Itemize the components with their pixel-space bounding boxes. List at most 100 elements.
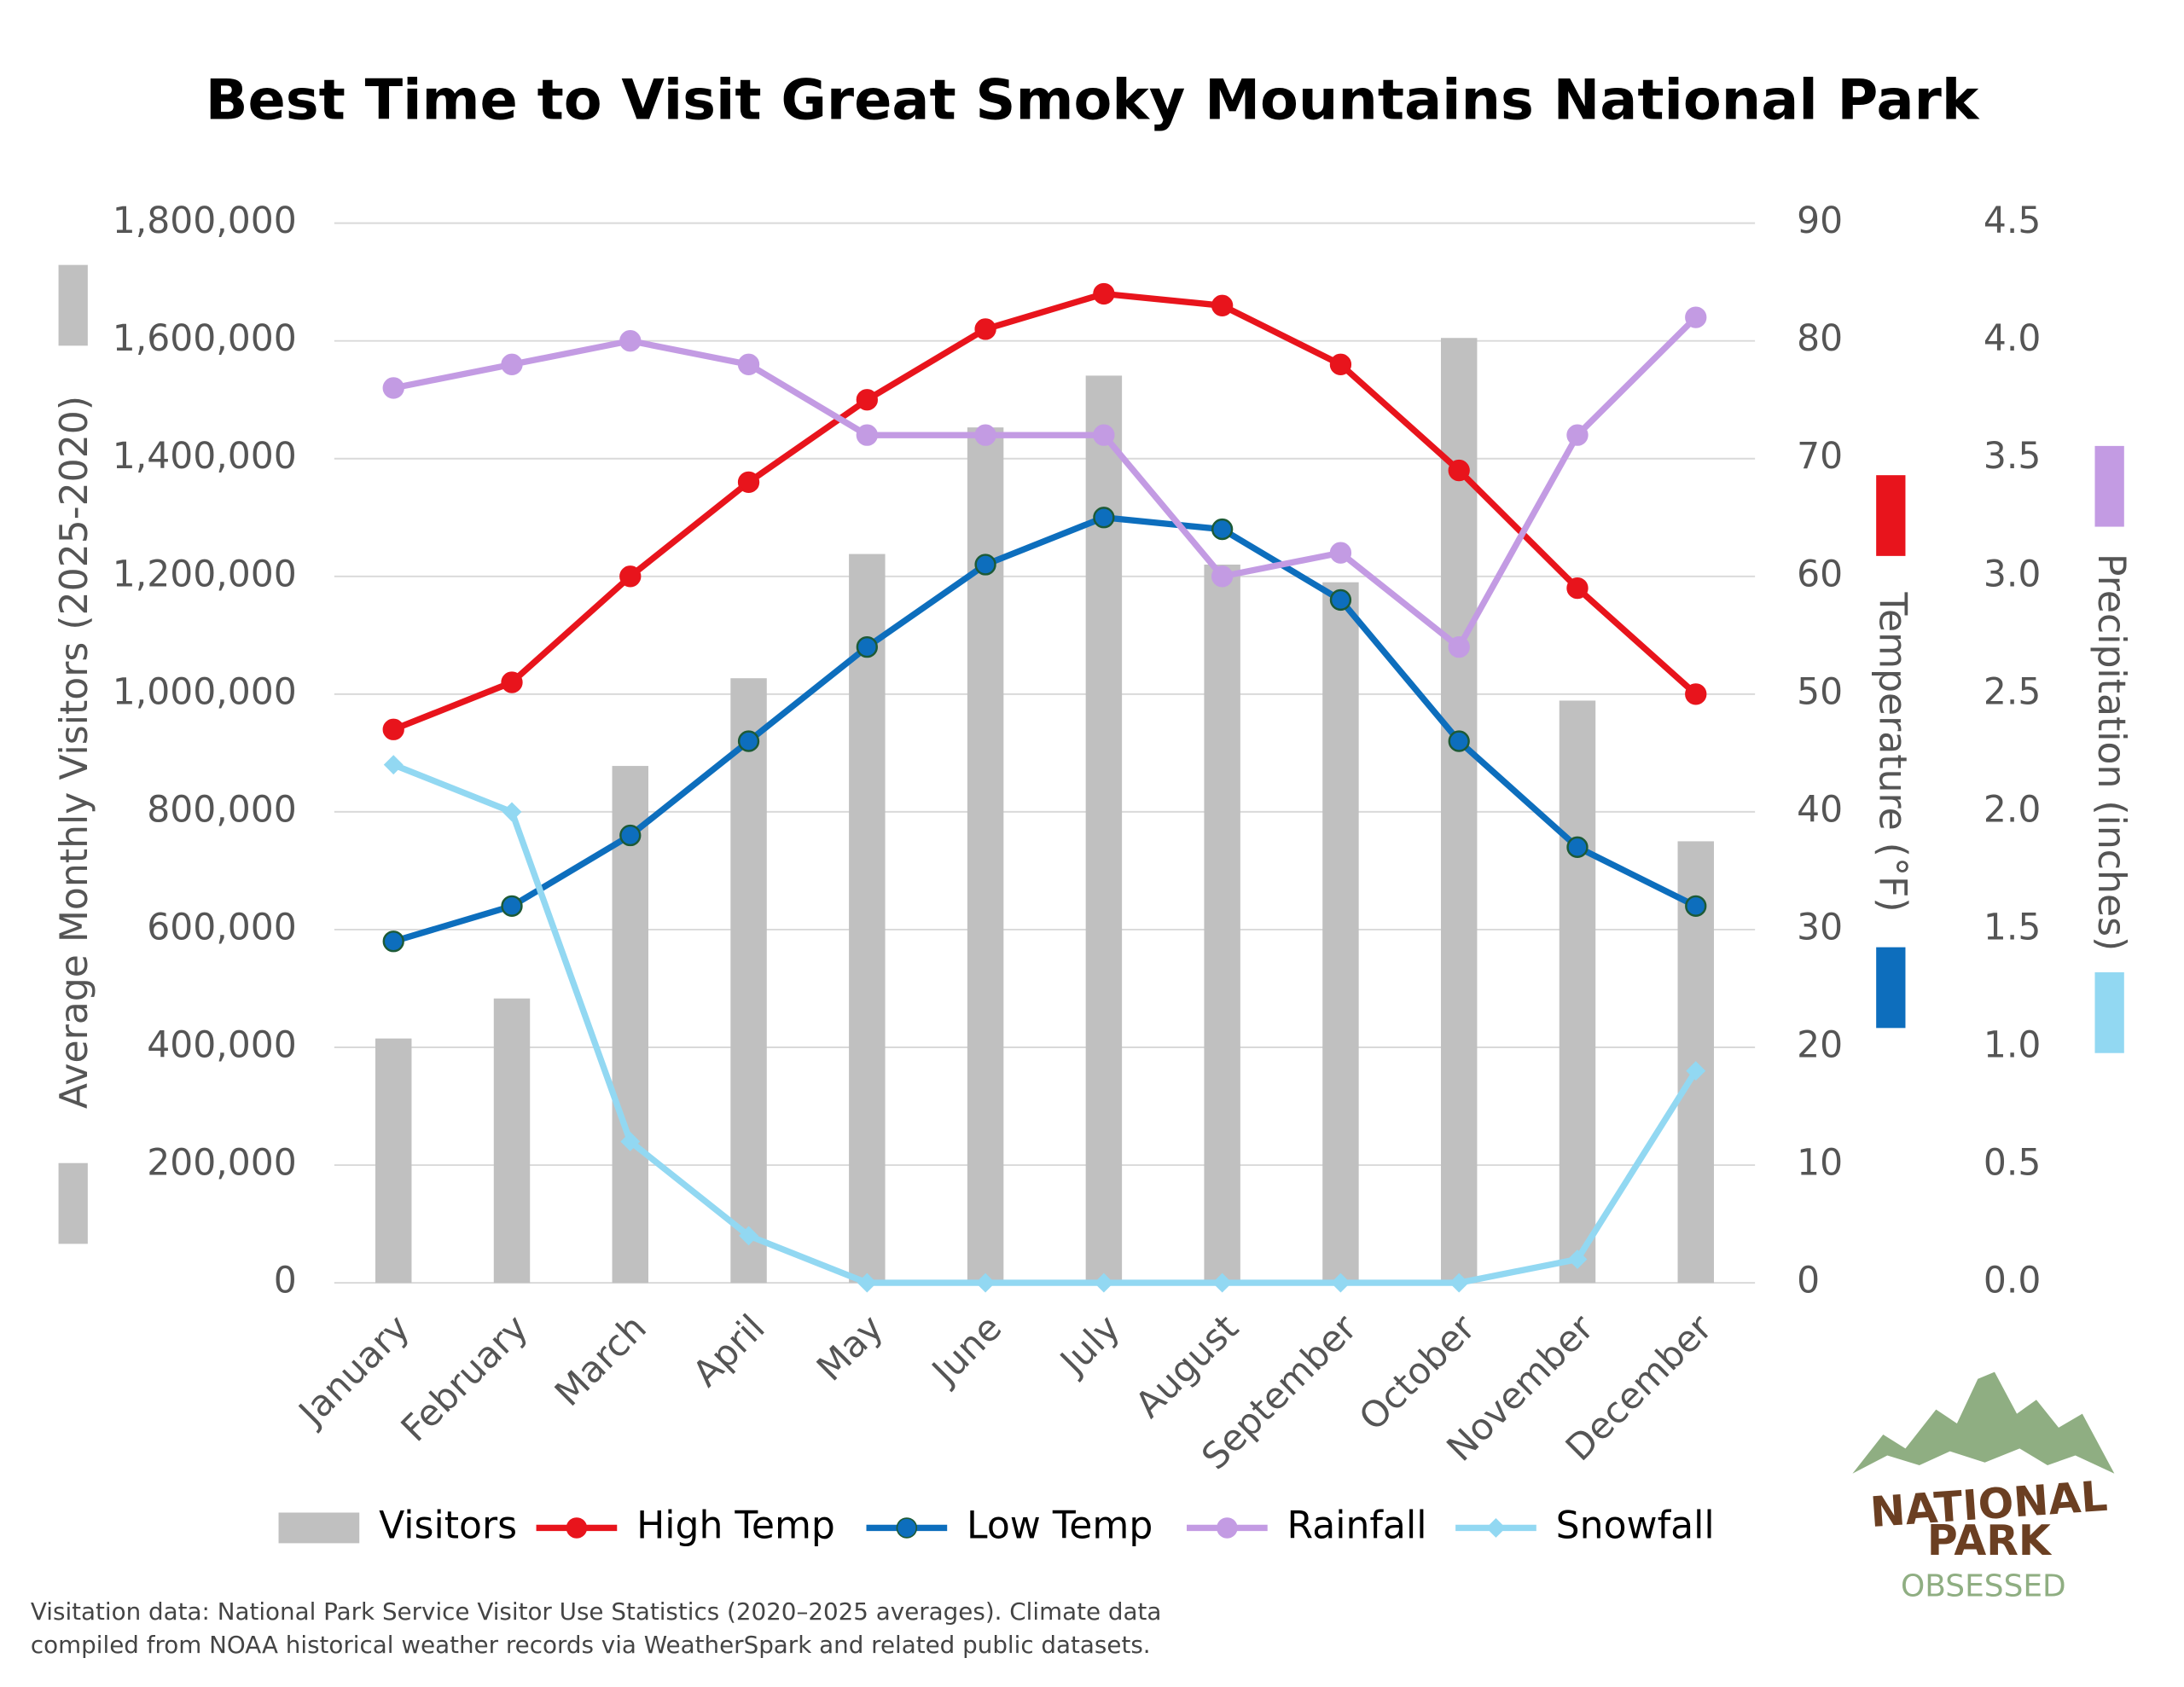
line xyxy=(392,290,1699,733)
y-tick-label: 1,200,000 xyxy=(113,554,297,595)
y-tick-label: 200,000 xyxy=(147,1143,296,1185)
point xyxy=(501,895,523,917)
y3-tick-label: 3.0 xyxy=(1984,554,2042,595)
footnote: Visitation data: National Park Service V… xyxy=(31,1597,1162,1626)
axis-key xyxy=(58,1162,88,1244)
point xyxy=(1448,459,1470,482)
point xyxy=(1093,282,1115,305)
point xyxy=(1685,683,1707,705)
point xyxy=(1329,588,1352,612)
y-tick-label: 1,600,000 xyxy=(113,318,297,360)
legend-label: Snowfall xyxy=(1556,1504,1715,1547)
point xyxy=(619,330,642,352)
y3-tick-label: 1.0 xyxy=(1984,1025,2042,1067)
logo: NATIONAL PARK OBSESSED xyxy=(1852,1371,2115,1604)
point xyxy=(1448,635,1470,658)
point xyxy=(737,353,760,375)
y-tick-label: 400,000 xyxy=(147,1025,296,1067)
point xyxy=(974,424,996,446)
point xyxy=(1211,518,1234,541)
line xyxy=(392,315,1699,651)
point xyxy=(382,377,404,399)
bar xyxy=(1440,338,1478,1284)
point xyxy=(382,930,404,953)
legend-swatch xyxy=(566,1517,588,1539)
point xyxy=(1686,1061,1706,1081)
footnote: compiled from NOAA historical weather re… xyxy=(31,1631,1151,1659)
axis-key xyxy=(2094,972,2124,1053)
logo-text: PARK xyxy=(1927,1516,2053,1565)
axis-key xyxy=(2094,445,2124,527)
y-tick-label: 800,000 xyxy=(147,789,296,831)
y-tick-label: 1,000,000 xyxy=(113,671,297,713)
point xyxy=(1211,294,1234,316)
bar xyxy=(375,1038,412,1284)
y3-tick-label: 0.0 xyxy=(1984,1261,2042,1302)
y2-tick-label: 20 xyxy=(1797,1025,1843,1067)
logo-text: OBSESSED xyxy=(1901,1569,2066,1604)
point xyxy=(856,389,878,411)
point xyxy=(1566,577,1589,600)
y3-tick-label: 0.5 xyxy=(1984,1143,2042,1185)
y2-tick-label: 60 xyxy=(1797,554,1843,595)
bar xyxy=(493,998,531,1284)
y-tick-label: 0 xyxy=(274,1261,297,1302)
point xyxy=(1093,507,1115,529)
point xyxy=(1448,730,1470,752)
y2-tick-label: 50 xyxy=(1797,671,1843,713)
y2-tick-label: 90 xyxy=(1797,200,1843,242)
legend-label: High Temp xyxy=(636,1504,835,1547)
point xyxy=(382,718,404,740)
point xyxy=(856,424,878,446)
y-tick-label: 600,000 xyxy=(147,907,296,948)
bar xyxy=(1204,564,1240,1284)
line xyxy=(392,514,1698,945)
point xyxy=(619,824,642,847)
y2-tick-label: 80 xyxy=(1797,318,1843,360)
point xyxy=(502,802,522,822)
point xyxy=(1329,353,1352,375)
y2-tick-label: 0 xyxy=(1797,1261,1820,1302)
point xyxy=(619,565,642,588)
point xyxy=(856,635,878,658)
y3-axis-title: Precipitation (inches) xyxy=(2089,554,2133,951)
point xyxy=(1685,306,1707,328)
y-axis-title: Average Monthly Visitors (2025-2020) xyxy=(53,396,96,1109)
point xyxy=(501,353,523,375)
point xyxy=(1093,424,1115,446)
legend-swatch xyxy=(1486,1518,1506,1538)
axis-key xyxy=(1876,475,1906,556)
legend-swatch xyxy=(1217,1517,1238,1539)
y3-tick-label: 3.5 xyxy=(1984,436,2042,478)
point xyxy=(974,318,996,340)
point xyxy=(737,730,760,752)
bar xyxy=(849,554,886,1284)
y2-axis-title: Temperature (°F) xyxy=(1871,592,1914,913)
point xyxy=(737,471,760,494)
point xyxy=(1567,1249,1588,1269)
bar xyxy=(1559,700,1596,1284)
legend-label: Visitors xyxy=(379,1504,517,1547)
y-tick-label: 1,400,000 xyxy=(113,436,297,478)
legend-label: Rainfall xyxy=(1287,1504,1427,1547)
y3-tick-label: 4.0 xyxy=(1984,318,2042,360)
logo-mountains xyxy=(1852,1371,2115,1474)
point xyxy=(501,671,523,693)
y3-tick-label: 1.5 xyxy=(1984,907,2042,948)
bar xyxy=(730,678,767,1284)
point xyxy=(1566,836,1589,858)
point xyxy=(1685,895,1707,917)
chart-title: Best Time to Visit Great Smoky Mountains… xyxy=(206,67,1980,132)
legend-swatch xyxy=(278,1512,360,1544)
point xyxy=(1211,565,1234,588)
legend-swatch xyxy=(896,1517,918,1539)
y2-tick-label: 10 xyxy=(1797,1143,1843,1185)
axis-key xyxy=(58,264,88,346)
y3-tick-label: 2.0 xyxy=(1984,789,2042,831)
y2-tick-label: 40 xyxy=(1797,789,1843,831)
y2-tick-label: 30 xyxy=(1797,907,1843,948)
point xyxy=(1329,542,1352,564)
point xyxy=(383,755,404,775)
axis-key xyxy=(1876,947,1906,1029)
